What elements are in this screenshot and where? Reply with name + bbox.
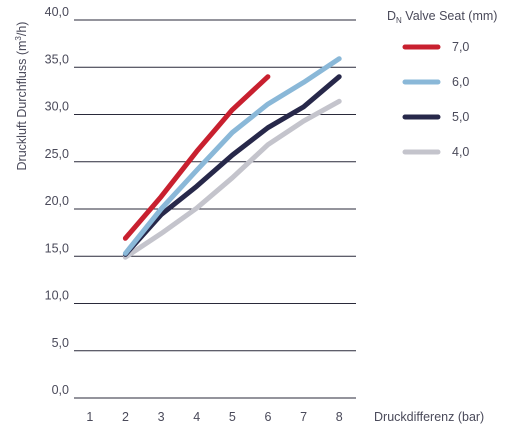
y-tick-label: 25,0 xyxy=(45,147,69,161)
x-tick-label: 4 xyxy=(193,410,200,424)
y-tick-label: 10,0 xyxy=(45,289,69,303)
series-lines xyxy=(122,56,342,260)
x-tick-label: 6 xyxy=(264,410,271,424)
legend: 7,0 6,0 5,0 4,0 xyxy=(402,40,469,159)
x-axis-label: Druckdifferenz (bar) xyxy=(374,410,484,424)
series-line xyxy=(122,74,342,257)
x-tick-labels: 1 2 3 4 5 6 7 8 xyxy=(86,410,342,424)
legend-title: DN Valve Seat (mm) xyxy=(387,9,497,25)
x-tick-label: 5 xyxy=(229,410,236,424)
x-tick-label: 7 xyxy=(300,410,307,424)
y-tick-label: 30,0 xyxy=(45,100,69,114)
x-tick-label: 2 xyxy=(122,410,129,424)
series-line xyxy=(122,98,342,260)
y-tick-label: 15,0 xyxy=(45,241,69,255)
y-tick-label: 5,0 xyxy=(52,336,69,350)
y-tick-label: 20,0 xyxy=(45,194,69,208)
legend-label: 4,0 xyxy=(452,145,469,159)
x-tick-label: 8 xyxy=(336,410,343,424)
y-tick-label: 35,0 xyxy=(45,52,69,66)
x-tick-label: 1 xyxy=(86,410,93,424)
y-tick-label: 40,0 xyxy=(45,5,69,19)
series-line xyxy=(122,74,271,241)
y-axis-label-superscript: 3 xyxy=(14,36,23,41)
series-line xyxy=(122,56,342,256)
x-tick-label: 3 xyxy=(158,410,165,424)
y-axis-label: Druckluft Durchfluss (m3/h) xyxy=(14,22,29,171)
grid xyxy=(74,19,356,399)
legend-title-subscript: N xyxy=(396,16,402,25)
legend-label: 5,0 xyxy=(452,110,469,124)
legend-label: 7,0 xyxy=(452,40,469,54)
y-tick-label: 0,0 xyxy=(52,383,69,397)
y-tick-labels: 0,0 5,0 10,0 15,0 20,0 25,0 30,0 35,0 40,0 xyxy=(45,5,69,397)
legend-label: 6,0 xyxy=(452,75,469,89)
